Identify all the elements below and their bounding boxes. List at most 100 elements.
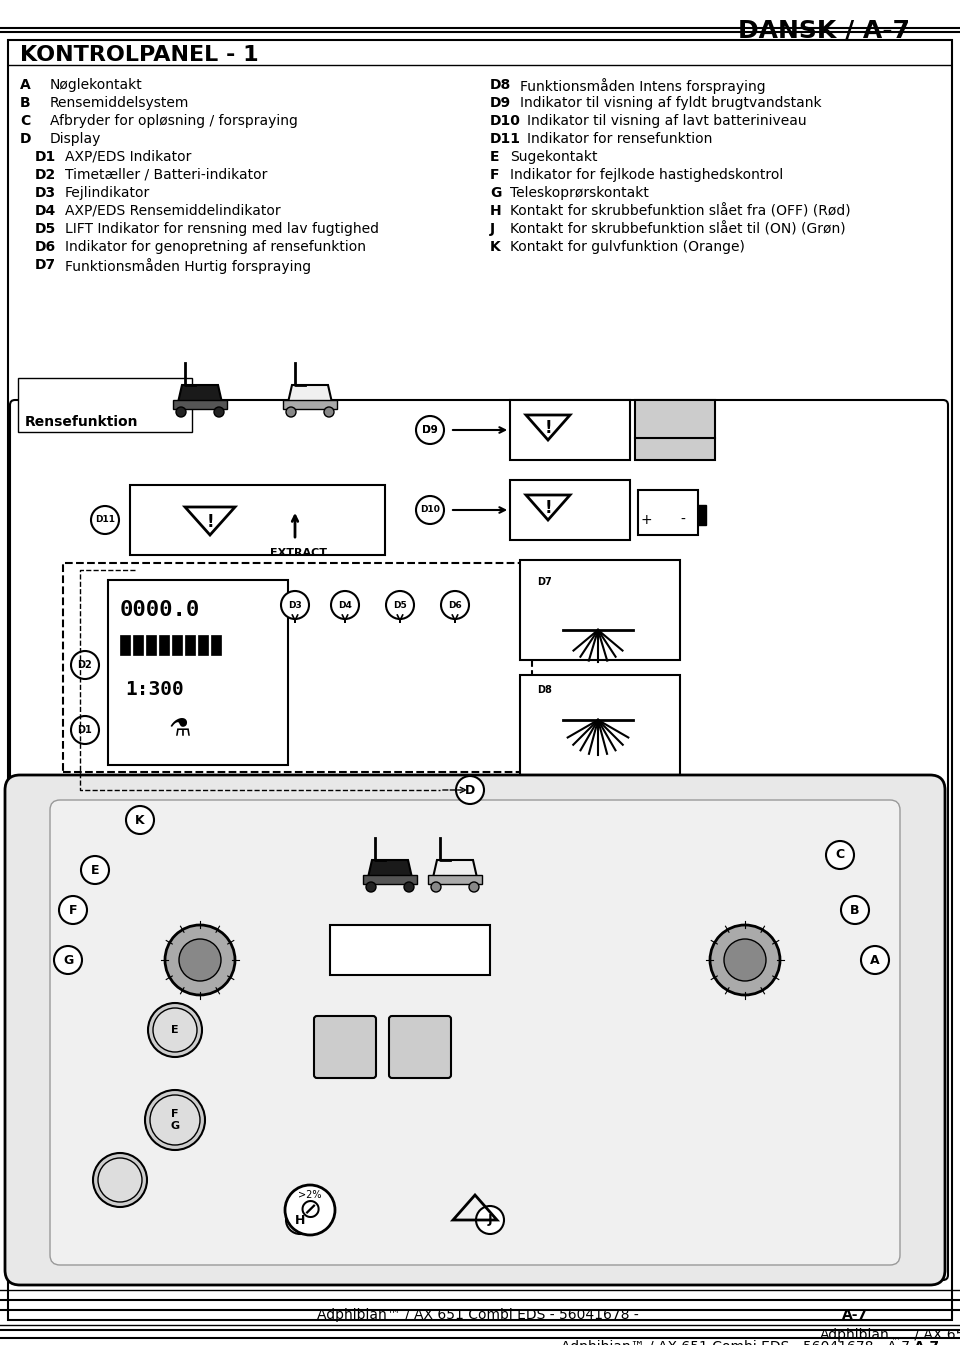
Bar: [146, 635, 156, 655]
Circle shape: [366, 882, 376, 892]
FancyBboxPatch shape: [63, 564, 532, 772]
Text: !: !: [206, 512, 214, 531]
Text: Adphibian: Adphibian: [820, 1328, 890, 1342]
Text: 1:300: 1:300: [125, 681, 183, 699]
Text: Kontakt for skrubbefunktion slået til (ON) (Grøn): Kontakt for skrubbefunktion slået til (O…: [510, 222, 846, 237]
Circle shape: [93, 1153, 147, 1206]
Text: A: A: [20, 78, 31, 91]
Circle shape: [416, 416, 444, 444]
Circle shape: [71, 716, 99, 744]
FancyBboxPatch shape: [314, 1015, 376, 1077]
Circle shape: [724, 939, 766, 981]
Bar: [510, 480, 630, 539]
Text: D10: D10: [420, 506, 440, 515]
Text: B: B: [20, 95, 31, 110]
Bar: [133, 635, 143, 655]
Text: Display: Display: [50, 132, 102, 147]
Circle shape: [176, 408, 186, 417]
Circle shape: [826, 841, 854, 869]
Bar: [698, 504, 706, 525]
Circle shape: [126, 806, 154, 834]
FancyBboxPatch shape: [18, 378, 192, 432]
Bar: [185, 635, 195, 655]
Text: D4: D4: [35, 204, 57, 218]
Text: H: H: [490, 204, 502, 218]
Text: K: K: [490, 239, 501, 254]
Bar: [198, 635, 208, 655]
Bar: [173, 399, 227, 409]
Text: E: E: [171, 1025, 179, 1036]
Text: D7: D7: [538, 577, 552, 586]
FancyBboxPatch shape: [389, 1015, 451, 1077]
Text: K: K: [135, 814, 145, 826]
FancyBboxPatch shape: [10, 399, 948, 1280]
Text: D7: D7: [35, 258, 56, 272]
Text: D3: D3: [288, 600, 301, 609]
Bar: [211, 635, 221, 655]
Circle shape: [456, 776, 484, 804]
Text: D4: D4: [338, 600, 352, 609]
Text: Afbryder for opløsning / forspraying: Afbryder for opløsning / forspraying: [50, 114, 298, 128]
Text: D8: D8: [538, 685, 552, 695]
Text: Funktionsmåden Intens forspraying: Funktionsmåden Intens forspraying: [520, 78, 766, 94]
Circle shape: [469, 882, 479, 892]
Text: +: +: [640, 512, 652, 527]
Circle shape: [431, 882, 441, 892]
Text: J: J: [488, 1213, 492, 1227]
Text: C: C: [835, 849, 845, 862]
Text: DANSK / A-7: DANSK / A-7: [738, 17, 910, 42]
Circle shape: [153, 1007, 197, 1052]
Text: >2%: >2%: [299, 1190, 322, 1200]
Polygon shape: [432, 859, 478, 882]
Bar: [130, 486, 385, 555]
Text: B: B: [851, 904, 860, 916]
Bar: [428, 876, 482, 884]
Text: Teleskoprørskontakt: Teleskoprørskontakt: [510, 186, 649, 200]
Text: AXP/EDS Indikator: AXP/EDS Indikator: [65, 151, 191, 164]
Circle shape: [165, 925, 235, 995]
Circle shape: [331, 590, 359, 619]
Text: J: J: [490, 222, 495, 235]
Circle shape: [98, 1158, 142, 1202]
Circle shape: [324, 408, 334, 417]
Circle shape: [404, 882, 414, 892]
Text: Indikator til visning af fyldt brugtvandstank: Indikator til visning af fyldt brugtvand…: [520, 95, 822, 110]
Text: Adphibian™ / AX 651 Combi EDS - 56041678 -: Adphibian™ / AX 651 Combi EDS - 56041678…: [317, 1307, 643, 1322]
Text: Sugekontakt: Sugekontakt: [510, 151, 597, 164]
Text: D5: D5: [394, 600, 407, 609]
Text: Nøglekontakt: Nøglekontakt: [50, 78, 143, 91]
Circle shape: [531, 677, 559, 703]
Text: A-7: A-7: [842, 1307, 868, 1322]
Text: D9: D9: [422, 425, 438, 434]
Text: H: H: [295, 1213, 305, 1227]
Circle shape: [861, 946, 889, 974]
Text: !: !: [544, 499, 552, 516]
Text: D1: D1: [35, 151, 57, 164]
Text: !: !: [544, 420, 552, 437]
Text: ⊘: ⊘: [299, 1196, 322, 1224]
Text: D1: D1: [78, 725, 92, 734]
Text: G: G: [62, 954, 73, 967]
Text: F: F: [69, 904, 77, 916]
Text: D2: D2: [78, 660, 92, 670]
Circle shape: [531, 568, 559, 596]
Text: ™: ™: [891, 1336, 900, 1345]
Text: D3: D3: [35, 186, 56, 200]
Circle shape: [841, 896, 869, 924]
Text: ⚗: ⚗: [169, 716, 191, 740]
Circle shape: [286, 1206, 314, 1233]
Polygon shape: [177, 385, 223, 408]
Bar: [520, 675, 680, 775]
Circle shape: [145, 1089, 205, 1150]
Text: D: D: [465, 784, 475, 796]
Text: Indikator for genopretning af rensefunktion: Indikator for genopretning af rensefunkt…: [65, 239, 366, 254]
Text: F: F: [490, 168, 499, 182]
Bar: [520, 560, 680, 660]
FancyBboxPatch shape: [50, 800, 900, 1266]
Text: / AX 651 Combi EDS - 56041678 -: / AX 651 Combi EDS - 56041678 -: [910, 1328, 960, 1342]
Text: Indikator for fejlkode hastighedskontrol: Indikator for fejlkode hastighedskontrol: [510, 168, 783, 182]
Text: E: E: [91, 863, 99, 877]
Circle shape: [148, 1003, 202, 1057]
Text: Rensefunktion: Rensefunktion: [25, 416, 138, 429]
Circle shape: [179, 939, 221, 981]
